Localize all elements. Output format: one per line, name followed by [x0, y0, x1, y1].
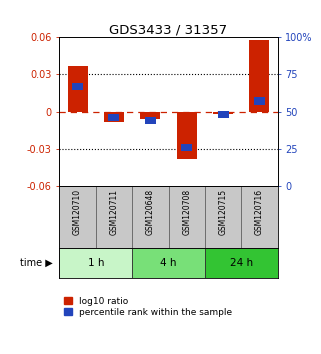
Text: 24 h: 24 h — [230, 258, 253, 268]
Bar — [140, 112, 160, 119]
Text: GSM120711: GSM120711 — [109, 189, 118, 235]
Text: GSM120648: GSM120648 — [146, 189, 155, 235]
Bar — [254, 97, 265, 105]
Text: GSM120716: GSM120716 — [255, 189, 264, 235]
Bar — [213, 112, 233, 114]
Bar — [72, 82, 83, 90]
Bar — [59, 186, 96, 248]
Text: GSM120708: GSM120708 — [182, 189, 191, 235]
Bar — [169, 186, 205, 248]
Bar — [177, 112, 197, 159]
Text: time ▶: time ▶ — [20, 258, 53, 268]
Bar — [67, 66, 88, 112]
Bar — [218, 111, 229, 118]
Text: GSM120710: GSM120710 — [73, 189, 82, 235]
Bar — [145, 117, 156, 124]
Text: GSM120715: GSM120715 — [219, 189, 228, 235]
Title: GDS3433 / 31357: GDS3433 / 31357 — [109, 23, 228, 36]
Bar — [132, 186, 169, 248]
Bar — [249, 40, 270, 112]
Bar — [108, 114, 119, 121]
Bar — [241, 186, 278, 248]
Bar — [205, 248, 278, 278]
Text: 4 h: 4 h — [160, 258, 177, 268]
Text: 1 h: 1 h — [88, 258, 104, 268]
Bar — [181, 144, 192, 151]
Legend: log10 ratio, percentile rank within the sample: log10 ratio, percentile rank within the … — [64, 297, 232, 317]
Bar — [205, 186, 241, 248]
Bar — [59, 248, 132, 278]
Bar — [132, 248, 205, 278]
Bar — [104, 112, 124, 121]
Bar — [96, 186, 132, 248]
